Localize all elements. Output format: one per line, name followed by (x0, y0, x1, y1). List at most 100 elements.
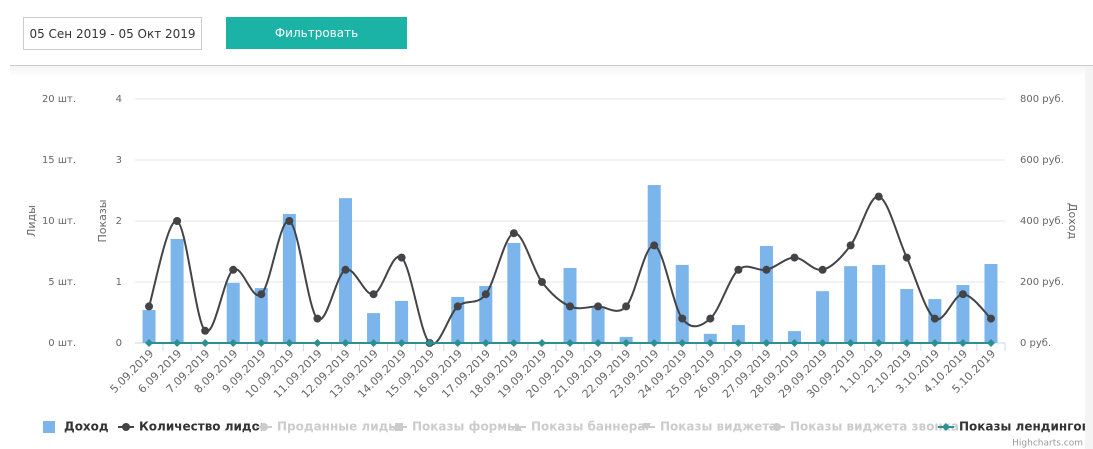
point (509, 339, 518, 347)
point (397, 253, 406, 262)
point (145, 302, 154, 311)
y3-tick-label: 400 руб. (1020, 216, 1064, 227)
point (706, 314, 715, 323)
separator (10, 65, 1093, 76)
y3-tick-label: 200 руб. (1020, 277, 1064, 288)
point (846, 339, 855, 347)
point (566, 339, 574, 347)
point (874, 339, 883, 347)
legend-item[interactable]: Количество лидов (118, 420, 268, 434)
legend-item[interactable]: Показы формы (391, 420, 518, 434)
point (902, 253, 911, 262)
y2-tick-label: 1 (116, 277, 122, 288)
y-tick-label: 20 шт. (42, 94, 76, 105)
point (734, 339, 743, 347)
y3-tick-label: 0 руб. (1020, 338, 1051, 349)
legend-label: Показы виджета (660, 420, 777, 434)
bar (142, 310, 156, 343)
point (902, 339, 911, 347)
point (425, 339, 434, 347)
bar (675, 264, 689, 343)
point (762, 339, 771, 347)
y2-tick-label: 0 (116, 338, 122, 349)
point (790, 339, 799, 347)
y-tick-label: 0 шт. (48, 338, 76, 349)
point (453, 302, 462, 311)
legend-marker (643, 423, 651, 431)
legend-marker (514, 423, 522, 431)
point (930, 339, 939, 347)
bar (367, 313, 381, 343)
point (678, 339, 687, 347)
bar (759, 246, 773, 343)
point (762, 265, 771, 274)
date-range-input[interactable]: 05 Сен 2019 - 05 Окт 2019 (23, 17, 202, 50)
y3-axis-title: Доход (1066, 203, 1079, 240)
legend-label: Показы лендингов (959, 420, 1085, 434)
point (285, 339, 294, 347)
bar (956, 285, 970, 343)
y3-tick-label: 800 руб. (1020, 94, 1064, 105)
point (509, 229, 518, 238)
point (846, 241, 855, 250)
point (986, 314, 995, 323)
point (313, 339, 322, 347)
point (173, 339, 182, 347)
y-axis-title: Лиды (25, 205, 38, 237)
point (818, 339, 827, 347)
legend-item[interactable]: Показы виджета (639, 420, 777, 434)
point (369, 339, 378, 347)
legend-label: Показы баннера (531, 420, 645, 434)
point (790, 253, 799, 262)
point (229, 265, 238, 274)
bar (872, 264, 886, 343)
bar (844, 266, 858, 343)
point (481, 339, 490, 347)
legend-label: Доход (64, 420, 109, 434)
legend-marker (395, 423, 403, 431)
point (678, 314, 687, 323)
point (930, 314, 939, 323)
point (622, 302, 631, 311)
point (986, 339, 995, 347)
legend-marker (942, 423, 950, 431)
point (594, 302, 603, 311)
point (313, 314, 322, 323)
legend-label: Количество лидов (139, 420, 268, 434)
point (229, 339, 238, 347)
filter-button[interactable]: Фильтровать (226, 17, 407, 49)
legend-item[interactable]: Показы баннера (510, 420, 645, 434)
bar (788, 331, 802, 343)
legend-label: Показы формы (412, 420, 518, 434)
legend-item[interactable]: Доход (43, 420, 109, 434)
point (818, 265, 827, 274)
point (958, 290, 967, 299)
bar (816, 291, 830, 343)
point (481, 290, 490, 299)
y2-tick-label: 4 (116, 94, 122, 105)
point (734, 265, 743, 274)
legend-item[interactable]: Показы виджета звонка (769, 420, 959, 434)
point (706, 339, 715, 347)
y-tick-label: 10 шт. (42, 216, 76, 227)
point (537, 278, 546, 286)
legend-item[interactable]: Проданные лиды (256, 420, 399, 434)
bar (984, 264, 998, 343)
edge (1085, 66, 1093, 449)
bar (731, 325, 745, 343)
point (650, 241, 659, 250)
y-tick-label: 5 шт. (48, 277, 76, 288)
point (874, 192, 883, 201)
y3-tick-label: 600 руб. (1020, 155, 1064, 166)
point (257, 290, 266, 299)
legend-item[interactable]: Показы лендингов (938, 420, 1085, 434)
legend-label: Показы виджета звонка (790, 420, 959, 434)
bar (900, 289, 914, 343)
legend-marker (773, 423, 781, 431)
bar (282, 213, 296, 343)
bar (226, 282, 240, 343)
point (341, 265, 350, 274)
point (650, 339, 659, 347)
